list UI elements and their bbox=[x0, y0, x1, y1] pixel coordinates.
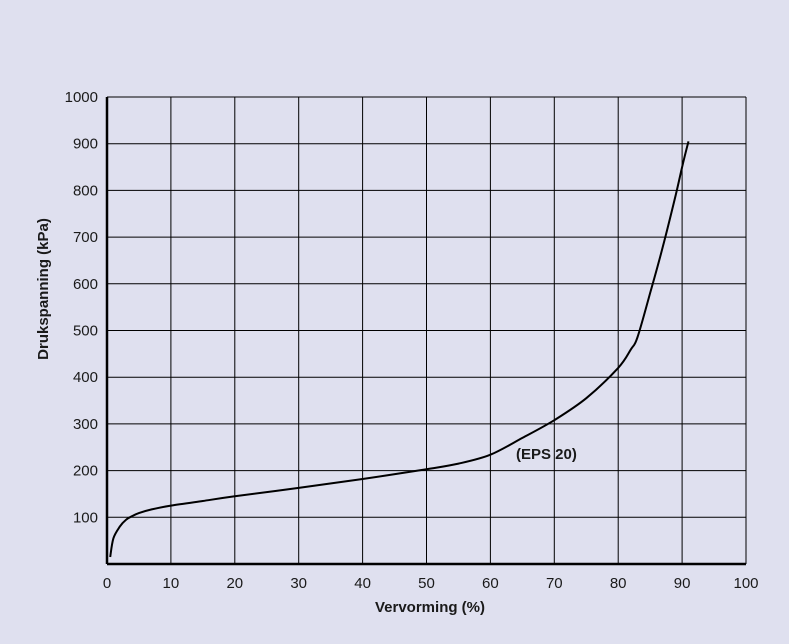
y-axis-title: Drukspanning (kPa) bbox=[35, 218, 52, 360]
tick-labels: 0 10 20 30 40 50 60 70 80 90 100 100 200 300 400 500 600… bbox=[65, 89, 759, 592]
x-tick-label: 80 bbox=[610, 575, 627, 592]
y-tick-label: 300 bbox=[73, 416, 98, 433]
annotations: (EPS 20) bbox=[516, 446, 577, 463]
x-tick-label: 0 bbox=[103, 575, 111, 592]
series bbox=[109, 141, 690, 558]
y-tick-label: 400 bbox=[73, 369, 98, 386]
y-tick-label: 700 bbox=[73, 229, 98, 246]
y-tick-label: 900 bbox=[73, 136, 98, 153]
x-tick-label: 40 bbox=[354, 575, 371, 592]
y-tick-label: 100 bbox=[73, 509, 98, 526]
series-line bbox=[109, 141, 690, 558]
x-tick-label: 20 bbox=[226, 575, 243, 592]
x-tick-label: 50 bbox=[418, 575, 435, 592]
gridlines bbox=[107, 96, 747, 564]
x-tick-label: 70 bbox=[546, 575, 563, 592]
y-tick-label: 800 bbox=[73, 182, 98, 199]
y-tick-label: 500 bbox=[73, 323, 98, 340]
x-tick-label: 10 bbox=[163, 575, 180, 592]
y-tick-label: 200 bbox=[73, 463, 98, 480]
x-tick-label: 60 bbox=[482, 575, 499, 592]
y-tick-label: 1000 bbox=[65, 89, 98, 106]
x-tick-label: 30 bbox=[290, 575, 307, 592]
x-tick-label: 100 bbox=[733, 575, 758, 592]
curve-annotation: (EPS 20) bbox=[516, 446, 577, 463]
x-tick-label: 90 bbox=[674, 575, 691, 592]
x-axis-title: Vervorming (%) bbox=[375, 599, 485, 616]
y-tick-label: 600 bbox=[73, 276, 98, 293]
axes bbox=[105, 97, 746, 566]
